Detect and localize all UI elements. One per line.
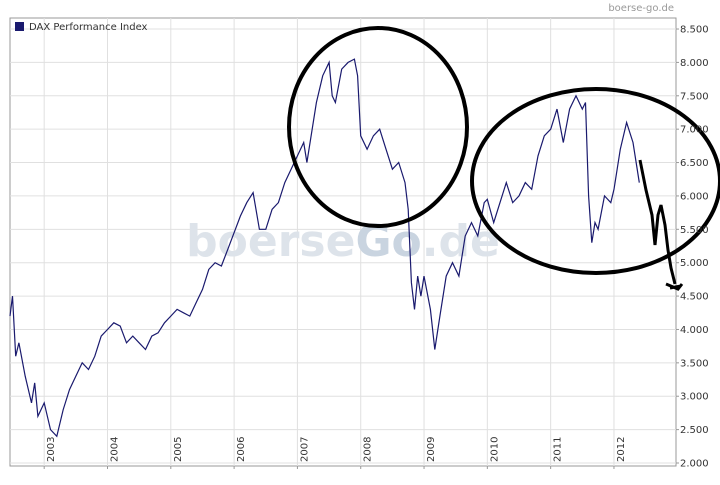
legend-swatch	[15, 22, 24, 31]
hand-annotations	[287, 26, 720, 291]
x-tick-label: 2010	[489, 437, 500, 462]
y-tick-label: 3.000	[680, 392, 709, 403]
watermark: boerseGo.de	[186, 216, 500, 267]
legend-label: DAX Performance Index	[29, 22, 148, 33]
annotation-arrow	[665, 282, 684, 291]
y-tick-label: 8.500	[680, 25, 709, 36]
x-tick-label: 2012	[616, 437, 627, 462]
annotation-scribble	[638, 159, 677, 285]
y-tick-label: 5.500	[680, 225, 709, 236]
watermark-part: boerse	[186, 216, 355, 267]
annotation-circle	[287, 26, 469, 228]
grid	[10, 18, 676, 466]
x-tick-label: 2011	[553, 437, 564, 462]
y-tick-label: 8.000	[680, 58, 709, 69]
y-tick-label: 6.500	[680, 158, 709, 169]
y-tick-label: 7.000	[680, 125, 709, 136]
y-tick-label: 7.500	[680, 91, 709, 102]
line-series	[9, 58, 640, 438]
annotation-circle	[470, 87, 720, 275]
x-tick-label: 2008	[363, 437, 374, 462]
y-tick-label: 3.500	[680, 358, 709, 369]
lines	[9, 58, 640, 438]
y-tick-label: 4.000	[680, 325, 709, 336]
y-tick-label: 5.000	[680, 258, 709, 269]
x-tick-label: 2003	[46, 437, 57, 462]
y-tick-label: 6.000	[680, 191, 709, 202]
x-tick-label: 2006	[236, 437, 247, 462]
y-tick-label: 2.500	[680, 425, 709, 436]
source-label: boerse-go.de	[608, 3, 674, 14]
x-tick-label: 2004	[109, 437, 120, 462]
x-tick-label: 2007	[299, 437, 310, 462]
x-tick-label: 2009	[426, 437, 437, 462]
y-tick-label: 4.500	[680, 292, 709, 303]
x-tick-label: 2005	[173, 437, 184, 462]
y-tick-label: 2.000	[680, 458, 709, 469]
